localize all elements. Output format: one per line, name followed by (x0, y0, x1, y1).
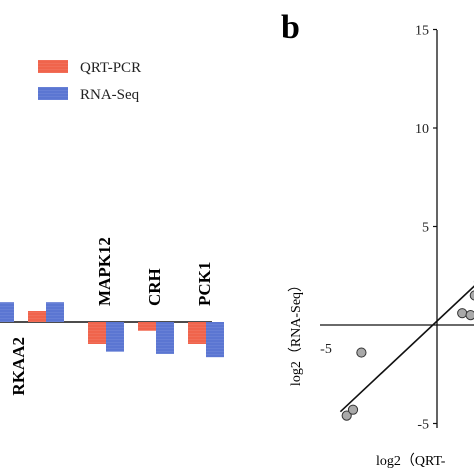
scatter-y-ticks: 15 10 5 -5 (415, 24, 437, 433)
category-label-4: PCK1 (195, 262, 214, 306)
bar-rna-seq-1 (46, 302, 64, 322)
panel-label: b (281, 9, 300, 46)
bar-rna-seq-2 (106, 322, 124, 352)
scatter-x-ticks: -5 (320, 342, 332, 357)
scatter-point-5 (469, 290, 474, 301)
y-tick-label-1: 10 (415, 122, 429, 137)
legend-swatch-0 (38, 60, 68, 73)
x-tick-label-0: -5 (320, 342, 332, 357)
category-label-2: MAPK12 (95, 237, 114, 306)
bar-chart: QRT-PCR RNA-Seq RKAA2 MAPK12 CRH PCK1 (0, 60, 224, 396)
legend-label-0: QRT-PCR (80, 60, 141, 76)
scatter-point-4 (465, 310, 474, 321)
bar-chart-category-labels: RKAA2 MAPK12 CRH PCK1 (9, 237, 214, 396)
y-tick-label-0: 15 (415, 24, 429, 39)
scatter-point-1 (347, 404, 359, 415)
y-tick-label-3: -5 (417, 418, 429, 433)
category-label-1: RKAA2 (9, 337, 28, 396)
scatter-y-axis-label: log2（RNA-Seq） (288, 278, 304, 386)
bar-qrt-pcr-3 (138, 322, 156, 331)
legend-label-1: RNA-Seq (80, 87, 140, 103)
scatter-point-0 (341, 410, 352, 421)
scatter-point-3 (457, 308, 468, 319)
bar-qrt-pcr-2 (88, 322, 106, 344)
bar-rna-seq-3 (156, 322, 174, 354)
scatter-points (341, 280, 474, 421)
bar-chart-bars (0, 302, 224, 358)
bar-rna-seq-4 (206, 322, 224, 358)
scatter-point-2 (356, 347, 367, 358)
scatter-chart: b 15 10 5 -5 -5 log2（RNA-Seq） log2（QRT- (281, 9, 474, 469)
y-tick-label-2: 5 (422, 221, 429, 236)
category-label-3: CRH (145, 268, 164, 306)
scatter-fit-line (339, 285, 474, 413)
bar-rna-seq-0 (0, 302, 14, 322)
legend-swatch-1 (38, 87, 68, 100)
bar-qrt-pcr-4 (188, 322, 206, 344)
scatter-x-axis-label: log2（QRT- (376, 453, 446, 469)
bar-chart-legend: QRT-PCR RNA-Seq (38, 60, 141, 103)
bar-qrt-pcr-1 (28, 311, 46, 322)
